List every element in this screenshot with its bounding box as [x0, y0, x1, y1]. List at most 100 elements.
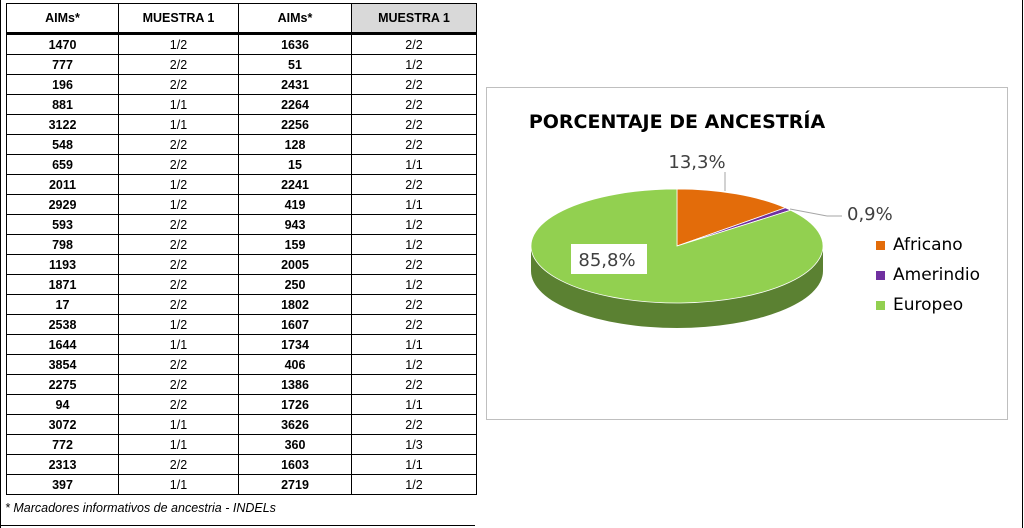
muestra-cell: 2/2 — [351, 414, 477, 435]
aims-cell: 51 — [238, 54, 352, 75]
aims-cell: 2256 — [238, 114, 352, 135]
muestra-cell: 1/1 — [118, 114, 239, 135]
muestra-cell: 1/2 — [118, 314, 239, 335]
muestra-cell: 1/2 — [351, 474, 477, 495]
muestra-cell: 2/2 — [118, 354, 239, 375]
aims-cell: 3122 — [6, 114, 119, 135]
muestra-cell: 1/2 — [118, 32, 239, 55]
table-row: 881 1/1 2264 2/2 — [6, 94, 477, 115]
muestra-cell: 2/2 — [351, 32, 477, 55]
muestra-cell: 1/1 — [351, 334, 477, 355]
aims-cell: 2275 — [6, 374, 119, 395]
muestra-cell: 1/1 — [351, 194, 477, 215]
aims-cell: 3626 — [238, 414, 352, 435]
footnote-box: * Marcadores informativos de ancestria -… — [0, 497, 475, 526]
muestra-cell: 1/2 — [351, 274, 477, 295]
aims-table: AIMs* MUESTRA 1 AIMs* MUESTRA 1 1470 1/2 1… — [6, 3, 477, 495]
muestra-cell: 2/2 — [118, 234, 239, 255]
data-labels: 13,3% 0,9% 85,8% — [571, 152, 893, 274]
aims-cell: 1603 — [238, 454, 352, 475]
table-row: 1871 2/2 250 1/2 — [6, 274, 477, 295]
muestra-cell: 2/2 — [118, 274, 239, 295]
legend-label-africano: Africano — [893, 235, 963, 255]
legend-swatch-amerindio — [876, 271, 885, 280]
aims-cell: 659 — [6, 154, 119, 175]
pie-side-europeo — [531, 246, 823, 328]
aims-cell: 397 — [6, 474, 119, 495]
aims-cell: 2005 — [238, 254, 352, 275]
aims-cell: 2264 — [238, 94, 352, 115]
muestra-cell: 2/2 — [351, 134, 477, 155]
muestra-cell: 2/2 — [118, 54, 239, 75]
table-row: 1644 1/1 1734 1/1 — [6, 334, 477, 355]
aims-cell: 128 — [238, 134, 352, 155]
muestra-cell: 2/2 — [118, 74, 239, 95]
muestra-cell: 2/2 — [118, 294, 239, 315]
muestra-cell: 1/1 — [118, 434, 239, 455]
muestra-cell: 2/2 — [351, 374, 477, 395]
data-label-europeo: 85,8% — [578, 250, 635, 271]
table-row: 17 2/2 1802 2/2 — [6, 294, 477, 315]
table-row: 3072 1/1 3626 2/2 — [6, 414, 477, 435]
table-row: 2011 1/2 2241 2/2 — [6, 174, 477, 195]
aims-cell: 360 — [238, 434, 352, 455]
pie-slice-europeo — [530, 188, 824, 304]
aims-cell: 2241 — [238, 174, 352, 195]
muestra-cell: 2/2 — [351, 174, 477, 195]
muestra-cell: 1/1 — [351, 454, 477, 475]
aims-cell: 1193 — [6, 254, 119, 275]
aims-cell: 1726 — [238, 394, 352, 415]
legend: Africano Amerindio Europeo — [876, 235, 980, 315]
muestra-cell: 1/2 — [351, 234, 477, 255]
muestra-cell: 2/2 — [118, 214, 239, 235]
chart-title: PORCENTAJE DE ANCESTRÍA — [529, 110, 826, 133]
pie-chart-svg: PORCENTAJE DE ANCESTRÍA 13,3% 0,9% 85,8% A… — [529, 110, 980, 328]
data-label-amerindio: 0,9% — [847, 204, 893, 225]
aims-cell: 250 — [238, 274, 352, 295]
table-row: 397 1/1 2719 1/2 — [6, 474, 477, 495]
left-border — [0, 0, 1, 528]
aims-cell: 1636 — [238, 32, 352, 55]
aims-cell: 798 — [6, 234, 119, 255]
aims-cell: 2431 — [238, 74, 352, 95]
muestra-cell: 1/1 — [118, 334, 239, 355]
aims-cell: 881 — [6, 94, 119, 115]
aims-cell: 3072 — [6, 414, 119, 435]
table-header-row: AIMs* MUESTRA 1 AIMs* MUESTRA 1 — [6, 3, 477, 34]
table-row: 2313 2/2 1603 1/1 — [6, 454, 477, 475]
label-background-europeo — [571, 244, 647, 274]
aims-cell: 1470 — [6, 32, 119, 55]
aims-cell: 548 — [6, 134, 119, 155]
table-row: 593 2/2 943 1/2 — [6, 214, 477, 235]
muestra-cell: 2/2 — [118, 454, 239, 475]
table-row: 3854 2/2 406 1/2 — [6, 354, 477, 375]
muestra-cell: 2/2 — [351, 94, 477, 115]
table-body: 1470 1/2 1636 2/2 777 2/2 51 1/2 196 2/2 2431 2/2 88… — [6, 32, 477, 495]
muestra-cell: 1/1 — [351, 394, 477, 415]
ancestry-chart: PORCENTAJE DE ANCESTRÍA 13,3% 0,9% 85,8% A… — [486, 87, 1008, 420]
muestra-cell: 1/2 — [351, 354, 477, 375]
leader-line-amerindio — [789, 208, 828, 217]
pie — [530, 188, 824, 328]
table-row: 196 2/2 2431 2/2 — [6, 74, 477, 95]
muestra-cell: 1/1 — [351, 154, 477, 175]
aims-cell: 777 — [6, 54, 119, 75]
legend-swatch-africano — [876, 241, 885, 250]
table-row: 2275 2/2 1386 2/2 — [6, 374, 477, 395]
header-aims-2: AIMs* — [238, 3, 352, 34]
aims-cell: 419 — [238, 194, 352, 215]
legend-swatch-europeo — [876, 301, 885, 310]
table-row: 1470 1/2 1636 2/2 — [6, 32, 477, 55]
aims-cell: 772 — [6, 434, 119, 455]
table-row: 798 2/2 159 1/2 — [6, 234, 477, 255]
aims-cell: 1734 — [238, 334, 352, 355]
aims-cell: 2538 — [6, 314, 119, 335]
header-muestra-1: MUESTRA 1 — [118, 3, 239, 34]
table-row: 772 1/1 360 1/3 — [6, 434, 477, 455]
muestra-cell: 2/2 — [118, 254, 239, 275]
table-row: 2929 1/2 419 1/1 — [6, 194, 477, 215]
muestra-cell: 2/2 — [351, 74, 477, 95]
muestra-cell: 1/2 — [118, 174, 239, 195]
table-row: 94 2/2 1726 1/1 — [6, 394, 477, 415]
muestra-cell: 1/2 — [351, 54, 477, 75]
